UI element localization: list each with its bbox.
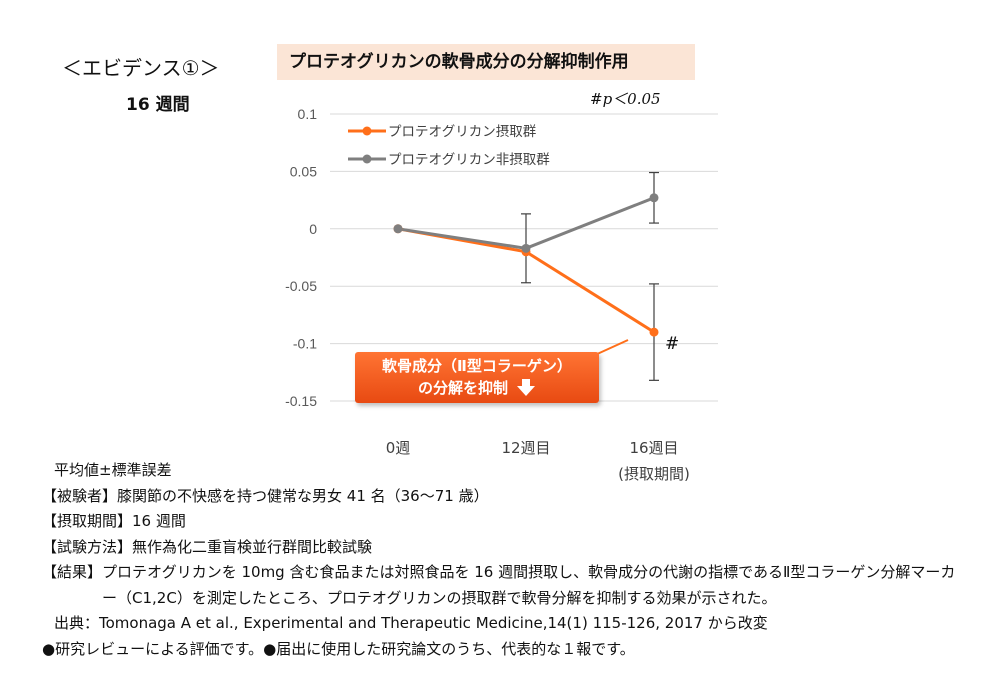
y-tick-label: 0.05 xyxy=(290,163,317,179)
x-tick-label: 12週目 xyxy=(501,439,550,457)
method-note: 【試験方法】無作為化二重盲検並行群間比較試験 xyxy=(42,537,373,556)
footer-note: ●研究レビューによる評価です。●届出に使用した研究論文のうち、代表的な１報です。 xyxy=(42,639,635,658)
result-label: 【結果】 xyxy=(42,563,103,581)
result-text: プロテオグリカンを 10mg 含む食品または対照食品を 16 週間摂取し、軟骨成… xyxy=(102,563,956,607)
subjects-note: 【被験者】膝関節の不快感を持つ健常な男女 41 名（36～71 歳） xyxy=(42,486,489,505)
data-point xyxy=(649,327,659,337)
x-axis-tick-labels: 0週 12週目 16週目 (摂取期間) xyxy=(386,439,690,483)
down-arrow-icon xyxy=(516,379,536,403)
callout-line-1: 軟骨成分（Ⅱ型コラーゲン） xyxy=(382,357,572,375)
chart-title: プロテオグリカンの軟骨成分の分解抑制作用 xyxy=(277,44,695,80)
significance-note: #p＜0.05 xyxy=(590,90,661,108)
study-period-label: 16 週間 xyxy=(126,95,190,115)
period-note: 【摂取期間】16 週間 xyxy=(42,512,186,530)
legend-label: プロテオグリカン非摂取群 xyxy=(388,152,550,168)
legend-label: プロテオグリカン摂取群 xyxy=(388,124,537,140)
significance-marker: # xyxy=(665,334,679,354)
source-note: 出典：Tomonaga A et al., Experimental and T… xyxy=(54,614,768,632)
evidence-heading: ＜エビデンス①＞ xyxy=(62,56,220,80)
legend-swatch-marker xyxy=(362,154,372,164)
series-points xyxy=(393,193,659,337)
annotations: # xyxy=(665,334,679,354)
callout-line-2: の分解を抑制 xyxy=(417,379,508,397)
y-axis-tick-labels: 0.1 0.05 0 -0.05 -0.1 -0.15 xyxy=(285,106,317,409)
y-tick-label: 0.1 xyxy=(298,106,318,122)
y-tick-label: -0.1 xyxy=(293,336,317,352)
data-point xyxy=(521,243,531,253)
legend-swatch-marker xyxy=(362,126,372,136)
data-point xyxy=(393,224,403,234)
callout-box: 軟骨成分（Ⅱ型コラーゲン） の分解を抑制 xyxy=(355,352,599,403)
y-tick-label: -0.15 xyxy=(285,393,317,409)
y-tick-label: 0 xyxy=(309,221,317,237)
stat-note: 平均値±標準誤差 xyxy=(54,461,172,479)
study-notes: 平均値±標準誤差 【被験者】膝関節の不快感を持つ健常な男女 41 名（36～71… xyxy=(42,458,972,662)
callout-pointer-line xyxy=(594,339,629,356)
callout-line-2-wrap: の分解を抑制 xyxy=(355,377,599,403)
x-tick-label: 16週目 xyxy=(629,439,678,457)
data-point xyxy=(649,193,659,203)
result-note: 【結果】 プロテオグリカンを 10mg 含む食品または対照食品を 16 週間摂取… xyxy=(42,560,972,611)
y-tick-label: -0.05 xyxy=(285,278,317,294)
x-tick-sublabel: (摂取期間) xyxy=(618,465,690,483)
x-tick-label: 0週 xyxy=(386,439,411,457)
